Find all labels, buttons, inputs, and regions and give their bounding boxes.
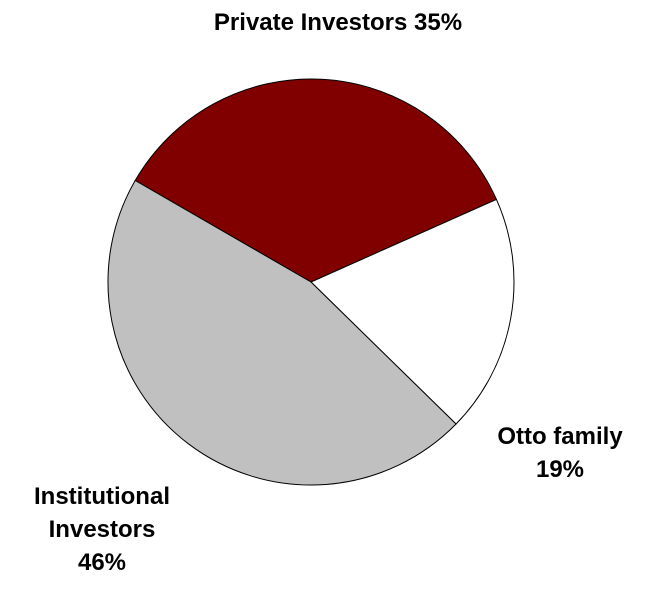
value-label: 46% xyxy=(77,549,127,576)
slice-label: Otto family 19% xyxy=(475,420,645,486)
category-name: Private Investors xyxy=(213,9,408,36)
category-name: Otto family xyxy=(497,423,623,450)
pie-slice xyxy=(107,179,457,486)
slice-label: Private Investors 35% xyxy=(138,6,538,39)
pie-slice xyxy=(310,198,515,425)
slice-label: Institutional Investors 46% xyxy=(7,480,197,579)
value-label: 35% xyxy=(414,9,463,36)
category-name: Institutional Investors xyxy=(34,483,170,543)
pie-slice xyxy=(134,78,498,283)
value-label: 19% xyxy=(535,456,585,483)
